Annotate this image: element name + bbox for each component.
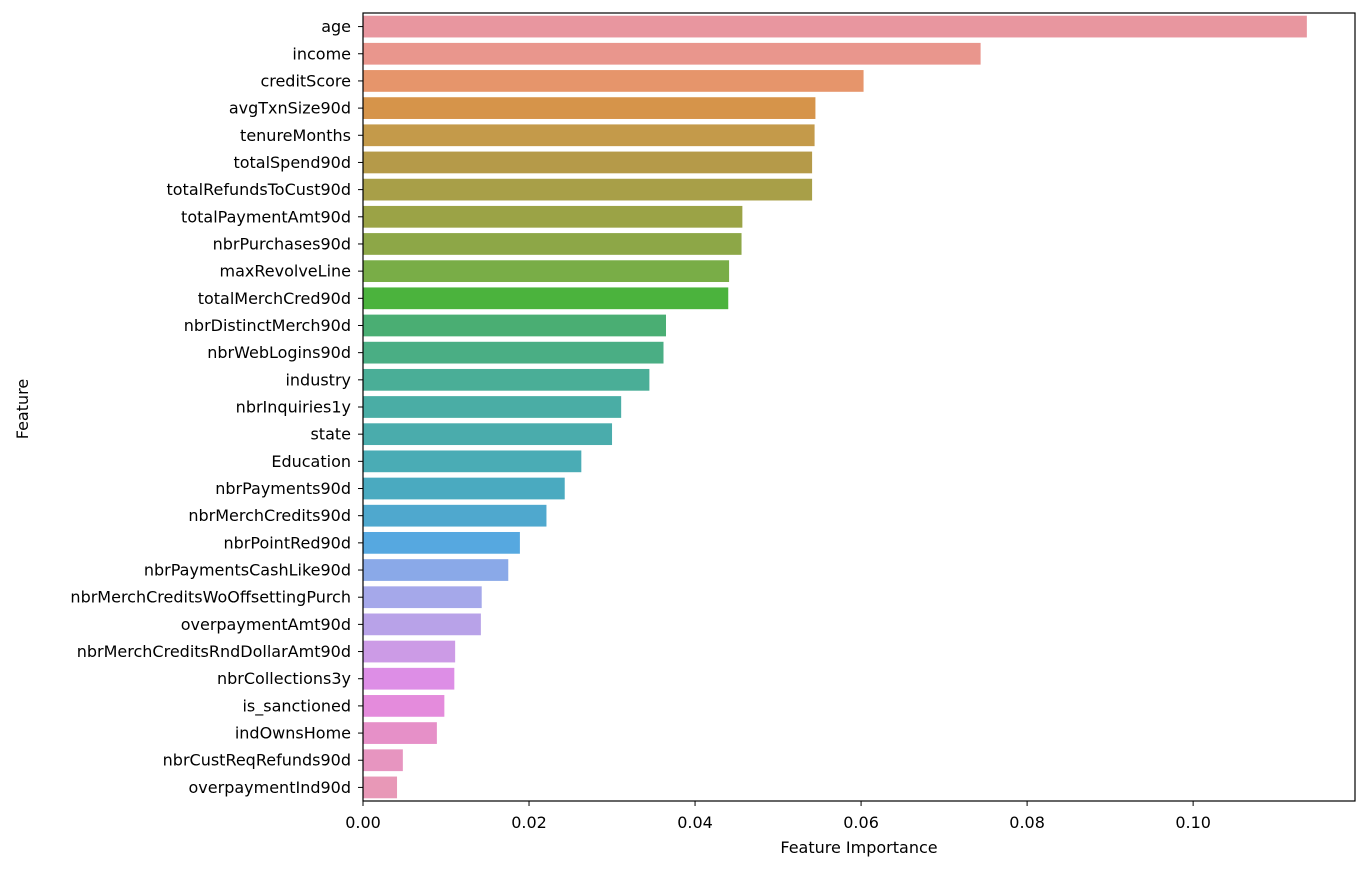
bar-nbrPurchases90d: [363, 233, 742, 255]
bar-totalSpend90d: [363, 151, 813, 174]
bar-indOwnsHome: [363, 722, 437, 744]
bar-nbrDistinctMerch90d: [363, 314, 666, 337]
y-tick-label: nbrMerchCreditsWoOffsettingPurch: [70, 588, 351, 607]
bar-is_sanctioned: [363, 695, 445, 717]
y-tick-label: nbrMerchCreditsRndDollarAmt90d: [77, 642, 351, 661]
plot-frame: [362, 12, 1356, 802]
y-tick-label: nbrPayments90d: [215, 479, 351, 498]
bar-nbrWebLogins90d: [363, 341, 664, 364]
y-axis-label: Feature: [13, 379, 32, 439]
bar-totalMerchCred90d: [363, 287, 729, 310]
bar-nbrInquiries1y: [363, 396, 622, 418]
bar-maxRevolveLine: [363, 260, 730, 283]
y-tick-label: industry: [285, 370, 351, 389]
bar-creditScore: [363, 70, 864, 92]
y-tick-label: totalPaymentAmt90d: [181, 207, 351, 226]
bar-nbrCustReqRefunds90d: [363, 749, 403, 772]
y-tick-label: avgTxnSize90d: [229, 99, 351, 118]
y-tick-label: totalSpend90d: [233, 153, 351, 172]
y-tick-label: nbrDistinctMerch90d: [184, 316, 351, 335]
y-tick-label: overpaymentAmt90d: [181, 615, 351, 634]
x-tick-label: 0.04: [677, 813, 713, 832]
y-tick-label: indOwnsHome: [235, 724, 351, 743]
y-tick-label: age: [321, 17, 351, 36]
y-tick-label: is_sanctioned: [242, 696, 351, 716]
y-tick-label: totalMerchCred90d: [198, 289, 351, 308]
bar-nbrCollections3y: [363, 667, 455, 690]
x-tick-label: 0.00: [345, 813, 381, 832]
bar-nbrPaymentsCashLike90d: [363, 559, 509, 581]
x-tick-label: 0.06: [843, 813, 879, 832]
bar-industry: [363, 368, 650, 391]
y-tick-label: nbrCustReqRefunds90d: [163, 751, 351, 770]
x-tick-label: 0.10: [1175, 813, 1211, 832]
y-tick-label: Education: [271, 452, 351, 471]
bar-totalPaymentAmt90d: [363, 205, 743, 228]
y-tick-label: nbrPurchases90d: [213, 234, 351, 253]
y-tick-label: nbrPaymentsCashLike90d: [144, 561, 351, 580]
bar-Education: [363, 450, 582, 473]
bar-nbrMerchCreditsRndDollarAmt90d: [363, 640, 456, 663]
bar-state: [363, 423, 613, 446]
bar-age: [363, 15, 1307, 38]
bar-overpaymentAmt90d: [363, 613, 481, 636]
y-tick-label: nbrCollections3y: [217, 669, 351, 688]
y-tick-label: nbrWebLogins90d: [207, 343, 351, 362]
bars-group: [363, 15, 1307, 799]
y-tick-label: income: [292, 44, 351, 63]
x-tick-label: 0.08: [1009, 813, 1045, 832]
bar-overpaymentInd90d: [363, 776, 398, 799]
x-tick-label: 0.02: [511, 813, 547, 832]
y-tick-label: state: [310, 425, 351, 444]
bar-nbrPointRed90d: [363, 531, 520, 554]
bar-income: [363, 42, 981, 65]
bar-tenureMonths: [363, 124, 815, 147]
y-tick-label: nbrPointRed90d: [223, 533, 351, 552]
bar-totalRefundsToCust90d: [363, 178, 813, 201]
y-tick-label: totalRefundsToCust90d: [166, 180, 351, 199]
x-axis-label: Feature Importance: [780, 838, 937, 857]
y-tick-label: overpaymentInd90d: [189, 778, 351, 797]
y-tick-label: creditScore: [260, 71, 351, 90]
bar-nbrMerchCredits90d: [363, 504, 547, 527]
y-axis-ticks: age income creditScore avgTxnSize90d tenureM…: [70, 17, 363, 797]
y-tick-label: maxRevolveLine: [220, 262, 351, 281]
bar-nbrPayments90d: [363, 477, 565, 500]
y-tick-label: tenureMonths: [240, 126, 351, 145]
y-tick-label: nbrMerchCredits90d: [188, 506, 351, 525]
bar-nbrMerchCreditsWoOffsettingPurch: [363, 586, 482, 609]
y-tick-label: nbrInquiries1y: [236, 398, 351, 417]
x-axis-ticks: 0.00 0.02 0.04 0.06 0.08 0.10: [345, 801, 1211, 832]
bar-avgTxnSize90d: [363, 97, 816, 119]
